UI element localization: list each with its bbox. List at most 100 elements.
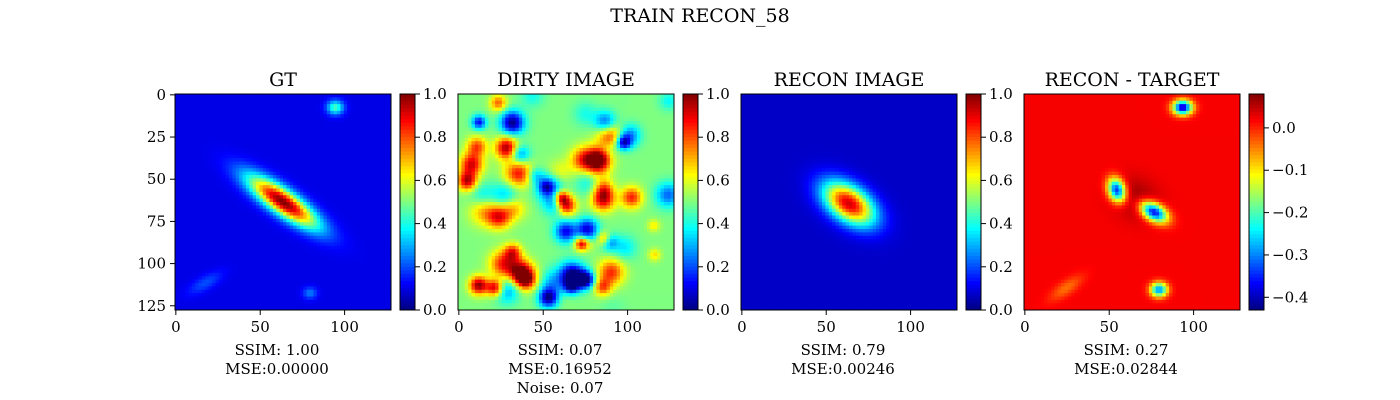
heatmap-cell — [623, 124, 627, 128]
heatmap-cell — [475, 121, 479, 125]
heatmap-cell — [361, 175, 365, 179]
heatmap-cell — [515, 128, 519, 132]
heatmap-cell — [539, 135, 543, 139]
heatmap-cell — [222, 128, 226, 132]
heatmap-cell — [259, 276, 263, 280]
heatmap-cell — [630, 128, 634, 132]
heatmap-cell — [178, 141, 182, 145]
heatmap-cell — [303, 270, 307, 274]
heatmap-cell — [586, 121, 590, 125]
heatmap-cell — [273, 148, 277, 152]
heatmap-cell — [307, 273, 311, 277]
heatmap-cell — [283, 303, 287, 307]
heatmap-cell — [563, 121, 567, 125]
heatmap-cell — [650, 108, 654, 112]
heatmap-cell — [364, 185, 368, 189]
heatmap-cell — [374, 249, 378, 253]
heatmap-cell — [178, 114, 182, 118]
heatmap-cell — [239, 192, 243, 196]
heatmap-cell — [178, 192, 182, 196]
heatmap-cell — [219, 104, 223, 108]
heatmap-cell — [283, 280, 287, 284]
heatmap-cell — [307, 101, 311, 105]
heatmap-cell — [229, 297, 233, 301]
heatmap-cell — [199, 108, 203, 112]
heatmap-cell — [354, 243, 358, 247]
heatmap-cell — [232, 256, 236, 260]
heatmap-cell — [573, 104, 577, 108]
heatmap-cell — [384, 148, 388, 152]
heatmap-cell — [243, 266, 247, 270]
heatmap-cell — [219, 276, 223, 280]
heatmap-cell — [310, 145, 314, 149]
heatmap-cell — [344, 195, 348, 199]
heatmap-cell — [334, 131, 338, 135]
heatmap-cell — [351, 273, 355, 277]
heatmap-cell — [381, 222, 385, 226]
heatmap-cell — [205, 232, 209, 236]
heatmap-cell — [236, 94, 240, 98]
heatmap-cell — [310, 229, 314, 233]
heatmap-cell — [182, 246, 186, 250]
heatmap-cell — [178, 155, 182, 159]
heatmap-cell — [354, 114, 358, 118]
heatmap-cell — [280, 195, 284, 199]
heatmap-cell — [644, 118, 648, 122]
heatmap-cell — [378, 236, 382, 240]
heatmap-cell — [239, 135, 243, 139]
heatmap-cell — [189, 205, 193, 209]
heatmap-cell — [290, 168, 294, 172]
heatmap-cell — [226, 263, 230, 267]
heatmap-cell — [347, 222, 351, 226]
colorbar-step — [400, 267, 415, 271]
heatmap-cell — [340, 148, 344, 152]
heatmap-cell — [371, 185, 375, 189]
heatmap-cell — [266, 300, 270, 304]
heatmap-cell — [205, 270, 209, 274]
heatmap-cell — [182, 155, 186, 159]
heatmap-cell — [209, 303, 213, 307]
heatmap-cell — [232, 199, 236, 203]
heatmap-cell — [263, 239, 267, 243]
heatmap-cell — [273, 104, 277, 108]
heatmap-cell — [209, 141, 213, 145]
heatmap-cell — [529, 111, 533, 115]
heatmap-cell — [502, 97, 506, 101]
heatmap-cell — [374, 253, 378, 257]
heatmap-cell — [263, 182, 267, 186]
heatmap-cell — [337, 256, 341, 260]
heatmap-cell — [532, 128, 536, 132]
heatmap-cell — [216, 94, 220, 98]
heatmap-cell — [566, 128, 570, 132]
heatmap-cell — [320, 236, 324, 240]
heatmap-cell — [283, 151, 287, 155]
heatmap-cell — [212, 229, 216, 233]
heatmap-cell — [371, 158, 375, 162]
heatmap-cell — [313, 297, 317, 301]
heatmap-cell — [374, 205, 378, 209]
heatmap-cell — [320, 135, 324, 139]
heatmap-cell — [620, 111, 624, 115]
heatmap-cell — [313, 185, 317, 189]
heatmap-cell — [485, 97, 489, 101]
heatmap-cell — [307, 286, 311, 290]
heatmap-cell — [303, 256, 307, 260]
heatmap-cell — [364, 219, 368, 223]
heatmap-cell — [219, 219, 223, 223]
heatmap-cell — [458, 94, 462, 98]
heatmap-cell — [667, 121, 671, 125]
heatmap-cell — [273, 243, 277, 247]
heatmap-cell — [519, 128, 523, 132]
heatmap-cell — [344, 155, 348, 159]
heatmap-cell — [334, 108, 338, 112]
heatmap-cell — [334, 259, 338, 263]
heatmap-cell — [290, 151, 294, 155]
heatmap-cell — [465, 101, 469, 105]
heatmap-cell — [657, 121, 661, 125]
heatmap-cell — [212, 182, 216, 186]
heatmap-cell — [640, 128, 644, 132]
heatmap-cell — [259, 202, 263, 206]
heatmap-cell — [239, 162, 243, 166]
heatmap-cell — [182, 202, 186, 206]
colorbar-step — [400, 177, 415, 181]
